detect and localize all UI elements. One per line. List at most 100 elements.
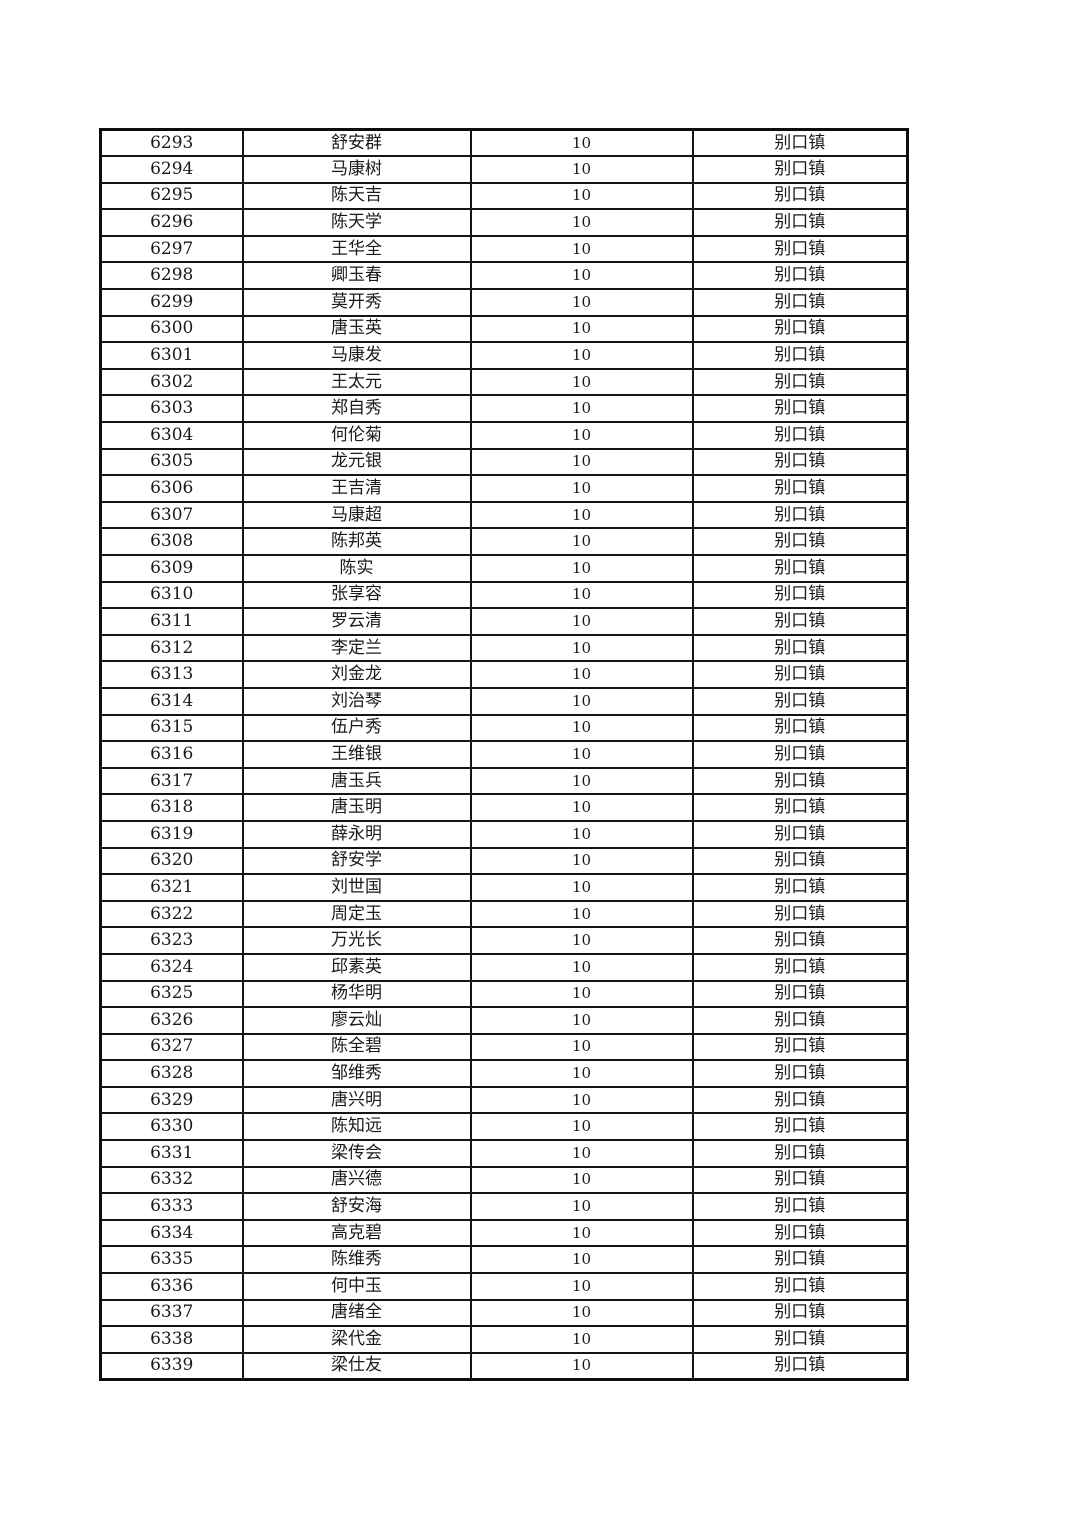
cell-row-number: 6302 [99,367,244,397]
table-row: 6298 卿玉春 10 别口镇 [99,261,909,291]
cell-amount: 10 [469,1351,694,1381]
cell-town: 别口镇 [691,766,909,796]
table-row: 6330 陈知远 10 别口镇 [99,1112,909,1142]
cell-town: 别口镇 [691,155,909,184]
table-row: 6316 王维银 10 别口镇 [99,740,909,769]
table-row: 6314 刘治琴 10 别口镇 [99,686,909,716]
table-row: 6319 薛永明 10 别口镇 [99,819,909,849]
cell-town: 别口镇 [691,1272,909,1301]
cell-row-number: 6316 [99,740,244,769]
cell-row-number: 6337 [99,1298,244,1328]
table-row: 6320 舒安学 10 别口镇 [99,846,909,876]
cell-row-number: 6322 [99,899,244,929]
cell-amount: 10 [469,713,694,743]
cell-amount: 10 [469,261,694,291]
cell-row-number: 6317 [99,766,244,796]
cell-row-number: 6325 [99,979,244,1009]
cell-amount: 10 [469,1218,694,1248]
cell-row-number: 6332 [99,1165,244,1195]
cell-row-number: 6294 [99,155,244,184]
cell-amount: 10 [469,208,694,237]
cell-row-number: 6295 [99,181,244,211]
table-row: 6328 邹维秀 10 别口镇 [99,1059,909,1088]
cell-town: 别口镇 [691,527,909,556]
cell-person-name: 唐玉明 [241,793,472,822]
table-row: 6317 唐玉兵 10 别口镇 [99,766,909,796]
cell-amount: 10 [469,1032,694,1062]
cell-person-name: 周定玉 [241,899,472,929]
cell-row-number: 6296 [99,208,244,237]
cell-amount: 10 [469,926,694,955]
cell-row-number: 6305 [99,447,244,477]
cell-person-name: 张享容 [241,580,472,610]
cell-amount: 10 [469,341,694,370]
cell-amount: 10 [469,899,694,929]
cell-person-name: 薛永明 [241,819,472,849]
cell-person-name: 陈维秀 [241,1245,472,1275]
cell-amount: 10 [469,421,694,450]
cell-person-name: 舒安海 [241,1192,472,1221]
cell-row-number: 6333 [99,1192,244,1221]
table-row: 6321 刘世国 10 别口镇 [99,873,909,902]
records-table-body: 6293 舒安群 10 别口镇 6294 马康树 10 别口镇 6295 陈天吉… [99,128,909,1381]
cell-row-number: 6336 [99,1272,244,1301]
cell-amount: 10 [469,846,694,876]
cell-amount: 10 [469,686,694,716]
cell-amount: 10 [469,793,694,822]
cell-row-number: 6320 [99,846,244,876]
cell-town: 别口镇 [691,899,909,929]
cell-person-name: 陈邦英 [241,527,472,556]
cell-person-name: 高克碧 [241,1218,472,1248]
cell-person-name: 卿玉春 [241,261,472,291]
cell-town: 别口镇 [691,1112,909,1142]
cell-person-name: 杨华明 [241,979,472,1009]
cell-amount: 10 [469,1112,694,1142]
cell-amount: 10 [469,979,694,1009]
cell-row-number: 6315 [99,713,244,743]
cell-person-name: 唐兴明 [241,1085,472,1115]
cell-town: 别口镇 [691,1245,909,1275]
cell-row-number: 6319 [99,819,244,849]
table-row: 6323 万光长 10 别口镇 [99,926,909,955]
cell-amount: 10 [469,1298,694,1328]
cell-town: 别口镇 [691,500,909,530]
cell-amount: 10 [469,660,694,689]
table-row: 6313 刘金龙 10 别口镇 [99,660,909,689]
cell-town: 别口镇 [691,421,909,450]
cell-amount: 10 [469,367,694,397]
table-row: 6296 陈天学 10 别口镇 [99,208,909,237]
cell-amount: 10 [469,1085,694,1115]
table-row: 6318 唐玉明 10 别口镇 [99,793,909,822]
cell-row-number: 6297 [99,234,244,264]
cell-person-name: 刘金龙 [241,660,472,689]
cell-town: 别口镇 [691,873,909,902]
cell-amount: 10 [469,1325,694,1354]
table-row: 6302 王太元 10 别口镇 [99,367,909,397]
cell-town: 别口镇 [691,607,909,636]
cell-person-name: 陈实 [241,554,472,583]
cell-row-number: 6321 [99,873,244,902]
cell-amount: 10 [469,474,694,503]
cell-row-number: 6331 [99,1139,244,1168]
cell-person-name: 廖云灿 [241,1006,472,1035]
cell-town: 别口镇 [691,1165,909,1195]
cell-amount: 10 [469,766,694,796]
table-row: 6304 何伦菊 10 别口镇 [99,421,909,450]
cell-amount: 10 [469,554,694,583]
cell-row-number: 6313 [99,660,244,689]
table-row: 6303 郑自秀 10 别口镇 [99,394,909,424]
cell-town: 别口镇 [691,314,909,344]
cell-amount: 10 [469,819,694,849]
table-row: 6310 张享容 10 别口镇 [99,580,909,610]
cell-town: 别口镇 [691,341,909,370]
cell-town: 别口镇 [691,1006,909,1035]
cell-amount: 10 [469,1192,694,1221]
cell-row-number: 6293 [99,128,244,158]
cell-town: 别口镇 [691,234,909,264]
cell-person-name: 刘治琴 [241,686,472,716]
table-row: 6300 唐玉英 10 别口镇 [99,314,909,344]
cell-town: 别口镇 [691,793,909,822]
cell-person-name: 郑自秀 [241,394,472,424]
table-row: 6312 李定兰 10 别口镇 [99,633,909,663]
cell-amount: 10 [469,128,694,158]
